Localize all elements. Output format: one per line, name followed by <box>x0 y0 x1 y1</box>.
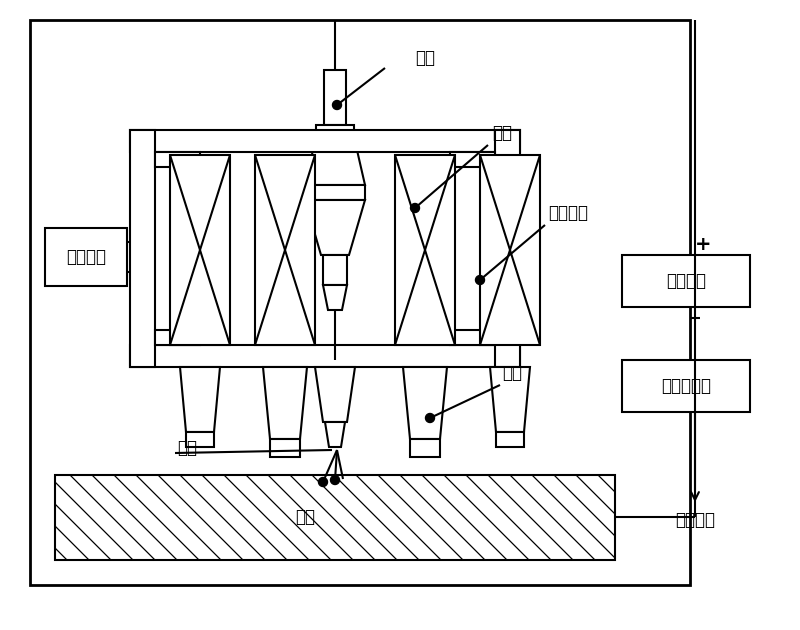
Bar <box>55 475 615 560</box>
Bar <box>450 330 495 345</box>
Bar <box>155 330 200 345</box>
Text: 焊缝信息: 焊缝信息 <box>675 511 715 529</box>
Polygon shape <box>323 285 347 310</box>
Bar <box>270 439 300 457</box>
Circle shape <box>475 275 485 285</box>
Bar <box>130 345 520 367</box>
Bar <box>324 70 346 125</box>
Bar <box>305 185 365 200</box>
Bar <box>130 130 155 367</box>
Bar <box>155 152 200 167</box>
Polygon shape <box>263 367 307 439</box>
Bar <box>495 130 520 367</box>
Bar <box>323 255 347 285</box>
Bar <box>480 155 540 345</box>
Text: 励磁线圈: 励磁线圈 <box>548 204 588 222</box>
Text: 电弧: 电弧 <box>177 439 197 457</box>
Polygon shape <box>490 367 530 432</box>
Bar <box>395 155 455 345</box>
Bar <box>186 432 214 447</box>
Polygon shape <box>305 137 365 185</box>
Text: 磁极: 磁极 <box>502 364 522 382</box>
Circle shape <box>426 413 434 423</box>
Bar <box>622 255 750 307</box>
Polygon shape <box>180 367 220 432</box>
Text: 焊枪: 焊枪 <box>415 49 435 67</box>
Bar <box>316 125 354 137</box>
Bar <box>622 360 750 412</box>
Circle shape <box>410 203 419 212</box>
Bar <box>30 20 690 585</box>
Bar <box>450 152 495 167</box>
Circle shape <box>330 476 339 484</box>
Text: 工件: 工件 <box>295 508 315 526</box>
Polygon shape <box>325 422 345 447</box>
Bar <box>255 155 315 345</box>
Text: +: + <box>694 236 711 255</box>
Bar <box>170 155 230 345</box>
Circle shape <box>318 478 327 486</box>
Polygon shape <box>403 367 447 439</box>
Polygon shape <box>305 200 365 255</box>
Text: 励磁电源: 励磁电源 <box>66 248 106 266</box>
Text: 焊接电源: 焊接电源 <box>666 272 706 290</box>
Text: 铁芯: 铁芯 <box>492 124 512 142</box>
Circle shape <box>333 101 342 110</box>
Text: 霍尔传感器: 霍尔传感器 <box>661 377 711 395</box>
Bar <box>45 228 127 286</box>
Polygon shape <box>315 367 355 422</box>
Bar <box>410 439 440 457</box>
Bar <box>496 432 524 447</box>
Bar <box>130 130 520 152</box>
